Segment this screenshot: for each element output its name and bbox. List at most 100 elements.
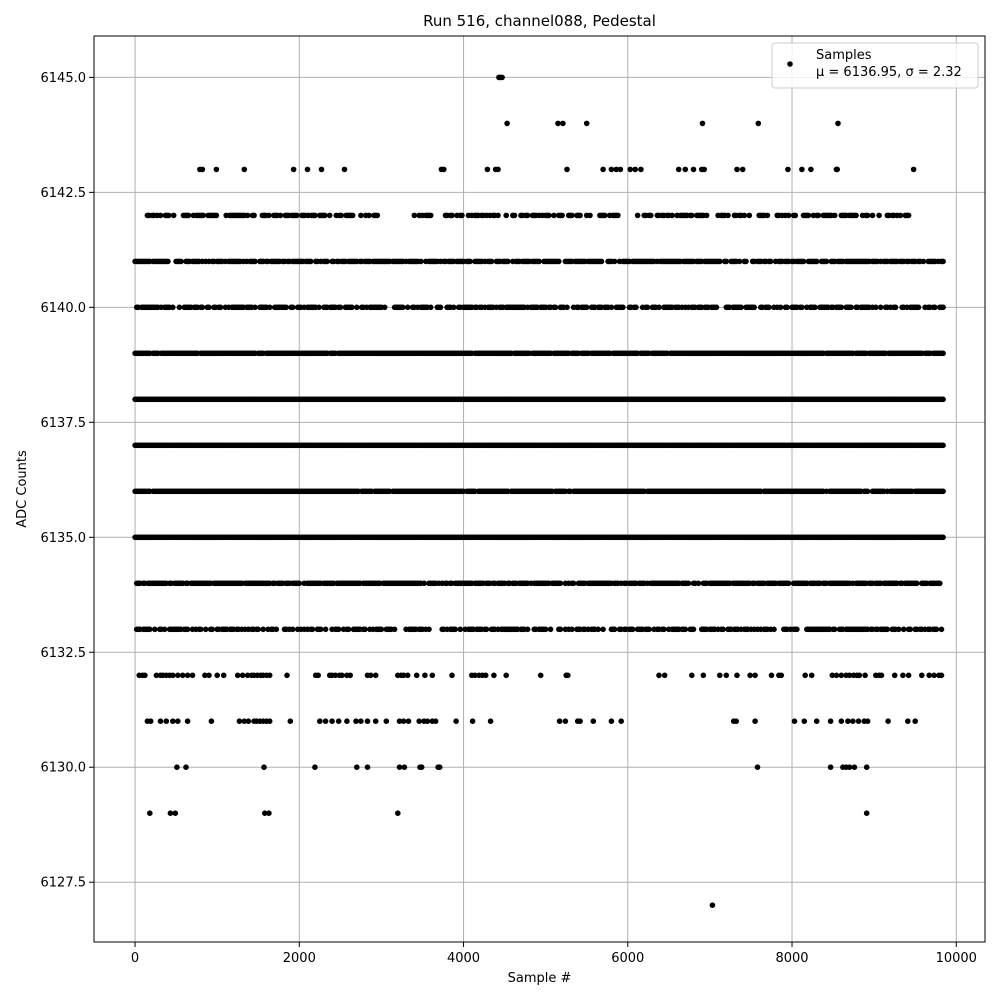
data-point — [767, 258, 774, 265]
data-point — [157, 212, 164, 219]
data-point — [808, 166, 814, 173]
data-point — [598, 258, 605, 265]
data-point — [717, 672, 723, 679]
data-point — [695, 580, 702, 587]
data-point — [165, 212, 172, 219]
data-point — [615, 212, 621, 219]
data-point — [794, 626, 800, 633]
data-point — [234, 672, 241, 679]
data-point — [587, 212, 593, 219]
data-point — [669, 212, 675, 219]
data-point — [805, 212, 812, 219]
data-point — [266, 718, 273, 724]
x-axis-label: Sample # — [508, 971, 572, 986]
data-point — [608, 718, 615, 724]
data-point — [709, 902, 716, 908]
data-point — [547, 626, 554, 633]
data-point — [347, 672, 354, 679]
data-point — [608, 166, 615, 173]
data-point — [524, 626, 531, 633]
data-point — [157, 718, 164, 724]
data-point — [175, 672, 181, 679]
data-point — [317, 718, 323, 724]
data-point — [396, 718, 403, 724]
data-point — [897, 212, 904, 219]
data-point — [358, 718, 364, 724]
data-point — [747, 672, 753, 679]
data-point — [741, 212, 748, 219]
data-point — [940, 304, 946, 311]
data-point — [524, 212, 531, 219]
data-point — [907, 626, 914, 633]
data-point — [569, 626, 575, 633]
data-point — [176, 304, 183, 311]
data-point — [919, 672, 925, 679]
data-point — [792, 212, 799, 219]
data-point — [266, 810, 272, 816]
data-point — [312, 764, 318, 770]
data-point — [940, 534, 946, 541]
data-point — [764, 212, 771, 219]
data-point — [251, 212, 257, 219]
data-point — [933, 626, 940, 633]
data-point — [491, 672, 497, 679]
data-point — [778, 672, 785, 679]
data-point — [344, 718, 350, 724]
data-point — [429, 672, 436, 679]
data-point — [383, 718, 390, 724]
data-point — [467, 258, 473, 265]
y-tick-label: 6140.0 — [41, 301, 87, 316]
data-point — [725, 212, 731, 219]
data-point — [565, 672, 571, 679]
data-point — [405, 718, 412, 724]
data-point — [213, 212, 220, 219]
data-point — [244, 212, 251, 219]
data-point — [815, 212, 822, 219]
data-point — [905, 718, 911, 724]
data-point — [372, 718, 379, 724]
data-point — [827, 764, 834, 770]
data-point — [723, 258, 730, 265]
data-point — [863, 764, 870, 770]
data-point — [833, 672, 840, 679]
data-point — [613, 166, 620, 173]
data-point — [608, 304, 615, 311]
data-point — [618, 718, 624, 724]
data-point — [184, 672, 191, 679]
data-point — [690, 626, 697, 633]
data-point — [701, 166, 707, 173]
data-point — [600, 626, 606, 633]
data-point — [317, 626, 324, 633]
data-point — [220, 672, 227, 679]
data-point — [846, 672, 853, 679]
data-point — [938, 626, 945, 633]
data-point — [338, 212, 345, 219]
y-tick-label: 6132.5 — [41, 646, 87, 661]
data-point — [912, 718, 918, 724]
data-point — [784, 304, 790, 311]
data-point — [720, 626, 726, 633]
data-point — [206, 672, 212, 679]
data-point — [366, 212, 372, 219]
data-point — [374, 212, 381, 219]
data-point — [241, 718, 248, 724]
data-point — [771, 626, 777, 633]
y-tick-label: 6135.0 — [41, 531, 87, 546]
data-point — [362, 626, 368, 633]
data-point — [700, 672, 707, 679]
data-point — [838, 672, 845, 679]
x-axis-ticks: 0 2000 4000 6000 8000 10000 — [131, 942, 977, 966]
data-point — [905, 212, 912, 219]
data-point — [656, 672, 662, 679]
data-point — [850, 718, 856, 724]
data-point — [294, 212, 300, 219]
data-point — [602, 212, 608, 219]
data-point — [495, 212, 501, 219]
data-point — [661, 672, 668, 679]
data-point — [733, 718, 739, 724]
data-point — [620, 304, 626, 311]
data-point — [777, 304, 784, 311]
data-point — [170, 212, 177, 219]
data-point — [802, 672, 808, 679]
